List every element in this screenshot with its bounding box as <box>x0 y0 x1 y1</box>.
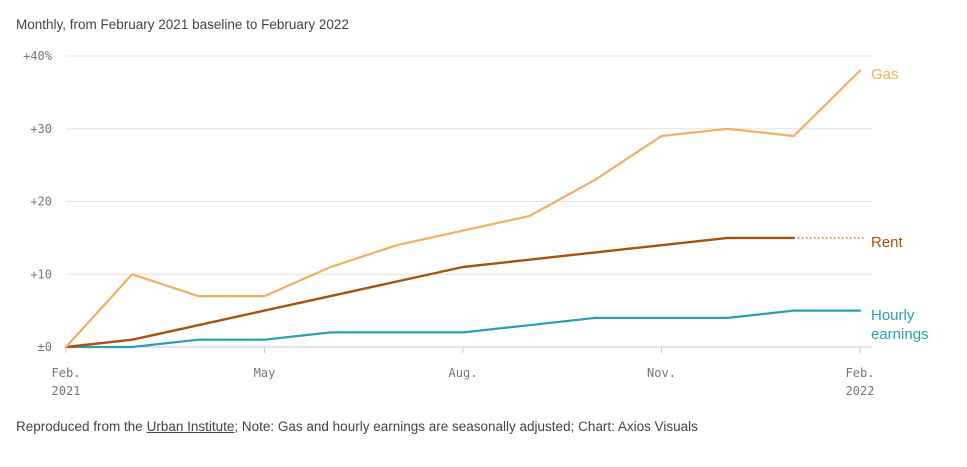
series-label-line-hourly-earnings-1: earnings <box>871 326 929 343</box>
series-label-hourly-earnings: Hourly earnings <box>871 307 929 343</box>
x-tick-label-6: Aug. <box>449 366 478 380</box>
y-tick-label-40: +40% <box>23 49 53 63</box>
footnote-suffix: ; Note: Gas and hourly earnings are seas… <box>234 419 698 434</box>
series-label-rent: Rent <box>871 234 904 251</box>
series-lines <box>64 69 866 349</box>
series-line-gas <box>64 69 862 349</box>
urban-institute-link[interactable]: Urban Institute <box>146 419 235 434</box>
series-line-rent <box>64 236 795 349</box>
chart-subtitle: Monthly, from February 2021 baseline to … <box>16 17 349 32</box>
series-label-line-gas-0: Gas <box>871 66 899 83</box>
line-chart: ±0 +10 +20 +30 +40% Feb. 2021 May Aug. Nov. Feb. 2… <box>23 49 929 398</box>
x-axis-ticks: Feb. 2021 May Aug. Nov. Feb. 2022 <box>52 347 875 398</box>
x-tick-year-12: 2022 <box>846 384 875 398</box>
x-tick-label-9: Nov. <box>647 366 676 380</box>
x-tick-label-12: Feb. <box>846 366 875 380</box>
x-tick-year-0: 2021 <box>52 384 81 398</box>
series-label-gas: Gas <box>871 66 899 83</box>
y-tick-label-10: +10 <box>30 267 52 281</box>
x-tick-label-3: May <box>254 366 276 380</box>
gridlines <box>66 55 872 348</box>
series-line-hourly-earnings <box>64 309 862 349</box>
y-tick-label-0: ±0 <box>38 340 52 354</box>
y-tick-label-30: +30 <box>30 122 52 136</box>
series-labels: Hourly earnings Rent Gas <box>871 66 929 343</box>
chart-footnote: Reproduced from the Urban Institute; Not… <box>16 419 698 434</box>
y-axis-ticks: ±0 +10 +20 +30 +40% <box>23 49 53 354</box>
series-label-line-hourly-earnings-0: Hourly <box>871 307 915 324</box>
footnote-prefix: Reproduced from the <box>16 419 147 434</box>
y-tick-label-20: +20 <box>30 195 52 209</box>
x-tick-label-0: Feb. <box>52 366 81 380</box>
series-label-line-rent-0: Rent <box>871 234 904 251</box>
